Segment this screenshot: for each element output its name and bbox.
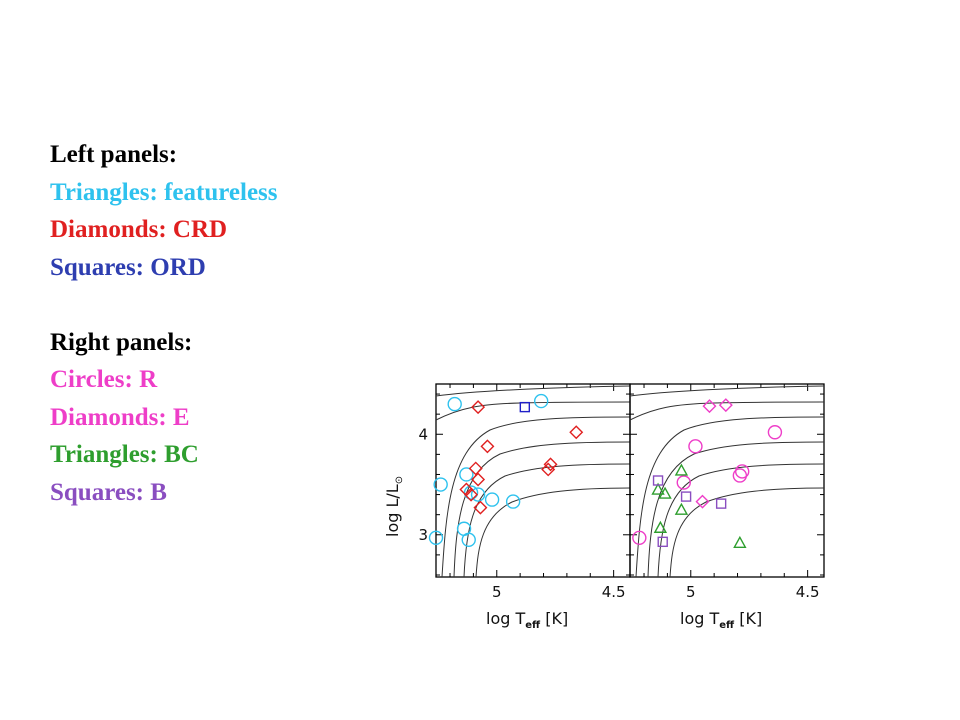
data-point-circle — [484, 492, 500, 507]
data-point-circle — [734, 464, 750, 479]
data-point-circle — [433, 477, 448, 492]
left-legend-item: Diamonds: CRD — [50, 216, 228, 243]
data-point-circle — [533, 393, 549, 409]
data-point-triangle — [658, 486, 672, 499]
right-panel: 5 4.5 log Teff [K] — [629, 383, 825, 631]
data-point-square — [715, 498, 727, 509]
x-tick-label: 4.5 — [602, 583, 626, 601]
left-legend-item: Triangles: featureless — [50, 178, 278, 206]
right-panels-heading: Right panels: — [50, 328, 193, 356]
evolutionary-track — [435, 385, 631, 397]
left-panel: 5 4.5 3 4 log Teff [K] log L/L⊙ — [383, 383, 631, 631]
data-point-triangle — [733, 535, 747, 549]
data-point-circle — [447, 396, 462, 412]
panel-frame — [629, 383, 825, 578]
x-tick-label: 5 — [492, 583, 502, 601]
data-point-diamond — [480, 439, 495, 454]
hr-diagram-chart: 5 4.5 3 4 log Teff [K] log L/L⊙ 5 4.5 log Teff [… — [383, 383, 825, 631]
data-point-diamond — [471, 400, 486, 415]
right-legend-item: Squares: B — [50, 478, 167, 506]
data-point-triangle — [653, 520, 668, 533]
right-legend-item: Circles: R — [50, 366, 158, 393]
x-tick-label: 4.5 — [796, 583, 820, 601]
data-point-circle — [470, 487, 486, 502]
evolutionary-track — [657, 463, 825, 578]
data-point-circle — [428, 530, 444, 545]
x-tick-label: 5 — [686, 583, 696, 601]
right-legend-item: Triangles: BC — [50, 441, 199, 468]
legend-text: Left panels: Triangles: featureless Diamo… — [50, 136, 278, 511]
data-point-circle — [459, 467, 474, 482]
evolutionary-track — [635, 416, 825, 578]
y-tick-label: 4 — [418, 425, 428, 443]
data-point-circle — [767, 425, 783, 440]
evolutionary-track — [453, 441, 631, 578]
data-point-diamond — [464, 487, 479, 502]
evolutionary-track — [669, 487, 825, 578]
data-point-triangle — [674, 502, 689, 515]
left-panels-heading: Left panels: — [50, 141, 178, 168]
data-point-triangle — [674, 463, 689, 476]
data-point-diamond — [718, 398, 733, 413]
left-legend-item: Squares: ORD — [50, 253, 206, 281]
data-point-circle — [463, 485, 479, 500]
data-point-diamond — [702, 399, 717, 414]
data-point-diamond — [541, 462, 556, 477]
evolutionary-track — [441, 416, 631, 578]
data-point-diamond — [468, 461, 483, 476]
data-point-circle — [676, 475, 691, 490]
evolutionary-track — [629, 401, 825, 421]
data-point-circle — [732, 468, 748, 483]
data-point-diamond — [473, 500, 488, 515]
legend-gap — [50, 286, 278, 324]
data-point-diamond — [543, 457, 558, 472]
evolutionary-track — [629, 385, 825, 397]
data-point-circle — [688, 439, 703, 454]
data-point-triangle — [651, 482, 665, 495]
data-point-circle — [632, 530, 647, 545]
data-point-circle — [505, 494, 521, 509]
y-tick-label: 3 — [418, 526, 428, 544]
x-axis-label: log Teff [K] — [680, 609, 762, 631]
x-axis-label: log Teff [K] — [486, 609, 568, 631]
y-axis-label: log L/L⊙ — [383, 476, 405, 537]
right-legend-item: Diamonds: E — [50, 403, 190, 431]
data-point-circle — [461, 532, 476, 548]
data-point-diamond — [569, 425, 584, 440]
data-point-square — [519, 401, 531, 413]
data-point-diamond — [471, 472, 486, 487]
evolutionary-track — [463, 463, 631, 578]
data-point-diamond — [695, 494, 710, 509]
evolutionary-track — [475, 487, 631, 578]
data-point-square — [680, 491, 692, 502]
data-point-square — [652, 475, 664, 486]
evolutionary-track — [647, 441, 825, 578]
data-point-square — [657, 536, 668, 548]
